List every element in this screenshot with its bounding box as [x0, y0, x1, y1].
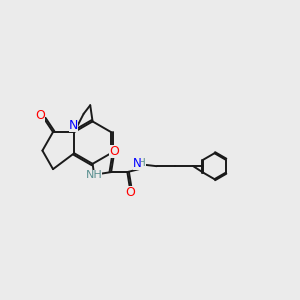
Text: N: N [69, 119, 78, 132]
Text: H: H [138, 158, 146, 168]
Text: O: O [109, 145, 119, 158]
Text: O: O [125, 186, 135, 199]
Text: O: O [35, 109, 45, 122]
Text: NH: NH [86, 170, 102, 180]
Text: N: N [133, 157, 141, 170]
